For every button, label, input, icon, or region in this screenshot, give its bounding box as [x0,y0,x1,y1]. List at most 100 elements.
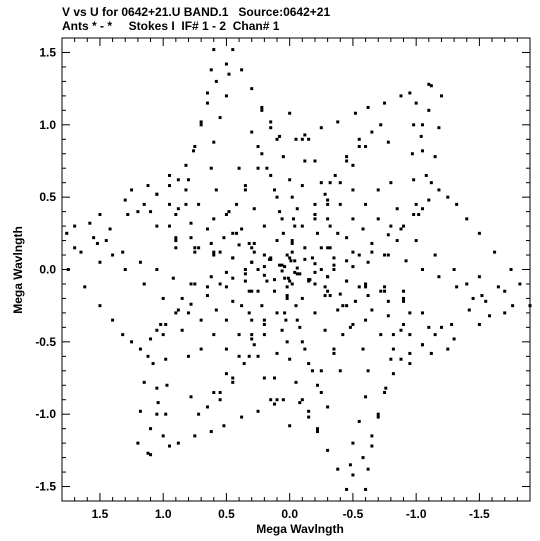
data-point [433,253,437,257]
data-point [168,224,172,228]
data-point [272,289,276,293]
data-point [98,260,102,264]
data-point [303,257,307,261]
data-point [284,318,288,322]
data-point [252,250,256,254]
data-point [408,91,412,95]
data-point [326,202,330,206]
data-point [174,239,178,243]
data-point [341,333,345,337]
data-point [269,126,273,130]
data-point [295,207,299,211]
data-point [197,202,201,206]
data-point [250,318,254,322]
data-point [205,101,209,105]
data-point [247,354,251,358]
data-point [300,398,304,402]
data-point [370,434,374,438]
data-point [307,409,311,413]
data-point [326,289,330,293]
data-point [193,250,197,254]
data-point [503,311,507,315]
data-point [465,217,469,221]
data-point [235,202,239,206]
data-point [272,376,276,380]
data-point [332,347,336,351]
data-point [243,188,247,192]
data-point [280,217,284,221]
data-point [313,311,317,315]
data-point [379,289,383,293]
data-point [161,296,165,300]
data-point [176,441,180,445]
data-point [410,152,414,156]
data-point [252,241,256,245]
data-point [197,412,201,416]
data-point [164,357,168,361]
data-point [149,337,153,341]
data-point [345,259,349,263]
data-point [294,304,298,308]
data-point [209,68,213,72]
data-point [212,48,216,52]
data-point [272,278,276,282]
data-point [298,401,302,405]
data-point [446,347,450,351]
data-point [399,94,403,98]
data-point [313,262,317,266]
data-point [357,419,361,423]
data-point [130,340,134,344]
data-point [92,236,96,240]
data-point [235,231,239,235]
data-point [307,415,311,419]
x-tick-label: 1.5 [92,507,109,521]
data-point [291,217,295,221]
data-point [437,188,441,192]
data-point [408,351,412,355]
data-point [95,241,99,245]
data-point [452,268,456,271]
data-point [224,372,228,376]
data-point [293,270,297,274]
data-point [171,276,175,280]
data-point [218,250,222,254]
data-point [269,120,273,124]
x-tick-label: -1.5 [469,507,490,521]
data-point [364,487,368,491]
data-point [159,322,163,326]
y-tick-label: 1.0 [39,118,56,132]
data-point [283,276,287,280]
data-point [310,369,314,373]
data-point [269,173,273,177]
data-point [79,250,83,254]
data-point [348,325,352,329]
data-point [332,268,336,271]
data-point [288,178,292,182]
data-point [123,268,127,271]
data-point [351,322,355,326]
data-point [155,412,159,416]
data-point [376,415,380,419]
data-point [186,311,190,315]
data-point [364,202,368,206]
data-point [503,289,507,293]
data-point [212,250,216,254]
data-point [285,285,289,289]
data-point [402,322,406,326]
data-point [364,285,368,289]
data-point [295,266,299,270]
data-point [319,369,323,373]
data-point [351,188,355,192]
data-point [290,241,294,245]
data-point [408,333,412,337]
data-point [455,202,459,206]
data-point [307,278,311,282]
data-point [303,246,307,250]
y-tick-label: -0.5 [35,335,56,349]
y-tick-label: 0.5 [39,190,56,204]
data-point [323,285,327,289]
data-point [205,294,209,298]
data-point [285,294,289,298]
data-point [288,111,292,115]
data-point [336,308,340,312]
